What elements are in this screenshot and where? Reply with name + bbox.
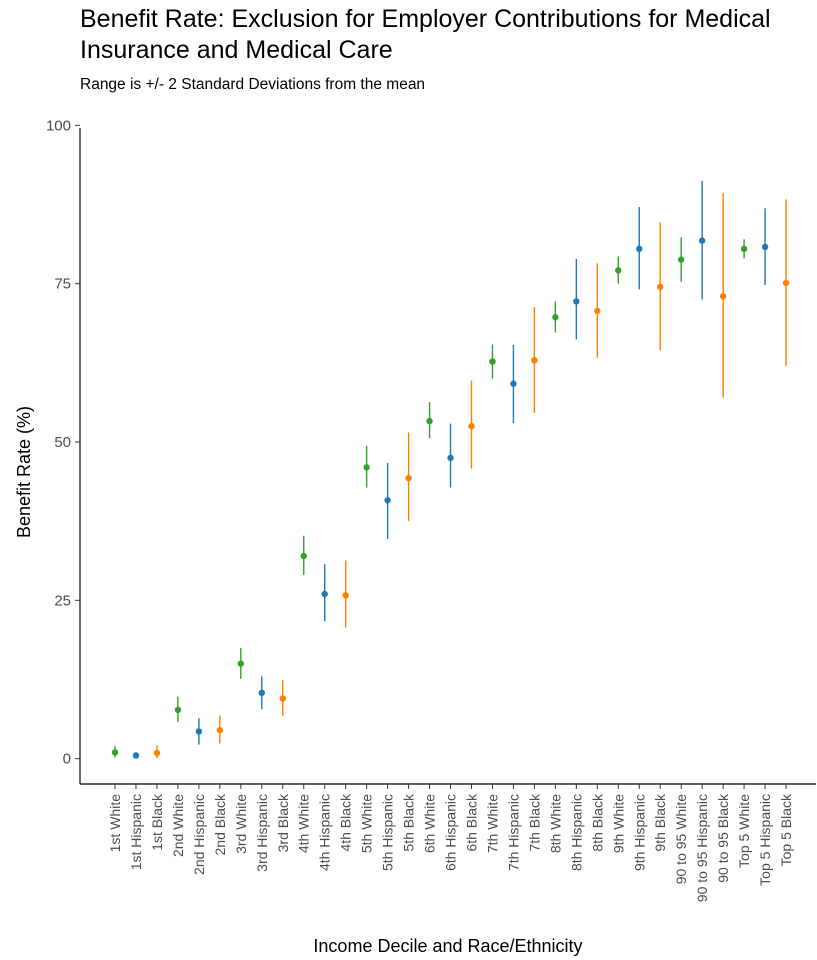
data-point	[300, 552, 307, 560]
data-point	[489, 358, 496, 365]
x-tick-label: 5th Black	[401, 793, 417, 852]
x-tick-label: 9th Hispanic	[631, 794, 647, 871]
x-tick-label: 8th Black	[589, 793, 605, 852]
x-tick-label: Top 5 Black	[778, 793, 794, 866]
y-axis-title: Benefit Rate (%)	[14, 406, 34, 538]
data-point	[279, 695, 286, 702]
data-point	[468, 422, 475, 430]
data-point	[363, 464, 370, 471]
x-tick-label: 4th White	[296, 794, 312, 853]
x-tick-label: 5th Hispanic	[380, 794, 396, 871]
x-tick-label: 7th Hispanic	[505, 794, 521, 871]
data-point	[405, 474, 412, 482]
x-tick-label: 2nd Black	[212, 793, 228, 855]
data-point	[258, 689, 265, 696]
y-tick-label: 75	[54, 276, 71, 293]
x-tick-label: 7th White	[484, 794, 500, 853]
y-tick-label: 0	[63, 751, 71, 768]
data-point	[153, 749, 161, 757]
data-point	[426, 417, 433, 425]
x-tick-label: 4th Hispanic	[317, 794, 333, 871]
data-point	[573, 298, 580, 305]
data-point	[321, 590, 328, 598]
x-tick-label: 1st Hispanic	[128, 794, 144, 870]
x-tick-label: 6th White	[422, 794, 438, 853]
x-tick-label: 1st White	[107, 794, 123, 853]
x-tick-label: 6th Black	[463, 793, 479, 852]
data-point	[531, 357, 538, 364]
data-point	[447, 454, 454, 462]
x-tick-label: 90 to 95 White	[673, 794, 689, 884]
data-point	[132, 752, 140, 759]
x-tick-label: 6th Hispanic	[443, 794, 459, 871]
x-tick-label: 90 to 95 Hispanic	[694, 794, 710, 902]
x-tick-label: 3rd White	[233, 794, 249, 854]
x-tick-label: 90 to 95 Black	[715, 793, 731, 883]
x-tick-label: 5th White	[359, 794, 375, 853]
x-tick-label: 9th White	[610, 794, 626, 853]
data-point	[174, 706, 182, 714]
data-point	[216, 726, 224, 734]
y-tick-label: 25	[54, 592, 71, 609]
x-tick-label: Top 5 White	[736, 794, 752, 868]
data-point	[761, 243, 769, 251]
x-tick-label: Top 5 Hispanic	[757, 794, 773, 886]
y-tick-label: 100	[46, 117, 71, 134]
x-tick-label: 8th White	[547, 794, 563, 853]
data-point	[384, 497, 391, 504]
x-tick-label: 3rd Black	[275, 793, 291, 852]
x-tick-label: 8th Hispanic	[568, 794, 584, 871]
data-point	[111, 749, 119, 756]
data-point	[698, 237, 706, 244]
x-tick-label: 4th Black	[338, 793, 354, 852]
data-point	[510, 380, 517, 387]
x-tick-label: 1st Black	[149, 793, 165, 851]
data-point	[195, 728, 203, 735]
x-tick-label: 2nd Hispanic	[191, 794, 207, 875]
data-point	[342, 592, 349, 599]
data-point	[594, 307, 601, 315]
x-tick-label: 7th Black	[526, 793, 542, 852]
x-axis-title: Income Decile and Race/Ethnicity	[313, 936, 582, 956]
data-point	[237, 660, 245, 667]
data-point	[636, 245, 643, 253]
x-tick-label: 2nd White	[170, 794, 186, 857]
data-point	[677, 256, 685, 263]
data-point	[719, 293, 727, 300]
data-point	[740, 245, 748, 253]
chart-subtitle: Range is +/- 2 Standard Deviations from …	[80, 76, 426, 93]
data-point	[552, 314, 559, 321]
data-point	[615, 267, 622, 274]
chart-title: Benefit Rate: Exclusion for Employer Con…	[80, 5, 771, 64]
y-tick-label: 50	[54, 434, 71, 451]
x-tick-label: 3rd Hispanic	[254, 794, 270, 872]
x-tick-label: 9th Black	[652, 793, 668, 852]
data-point	[657, 283, 664, 291]
data-point	[782, 279, 790, 287]
